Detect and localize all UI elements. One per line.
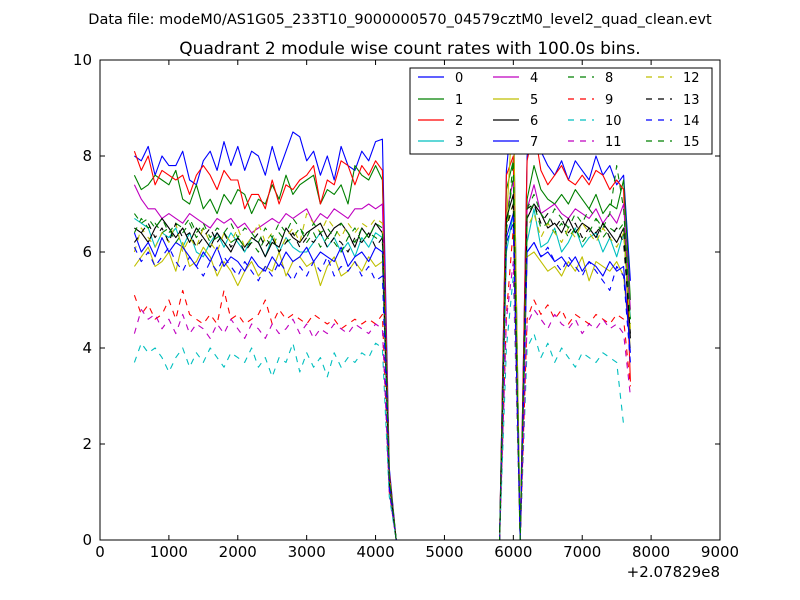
y-tick-label: 10 [73, 51, 92, 69]
x-tick-label: 6000 [494, 543, 532, 561]
series-line-0 [134, 97, 631, 541]
legend-frame [409, 67, 713, 155]
x-offset-label: +2.07829e8 [627, 563, 720, 581]
y-tick-label: 8 [82, 147, 92, 165]
legend-label-5: 5 [530, 93, 538, 108]
legend-label-10: 10 [605, 114, 622, 129]
legend-label-15: 15 [683, 135, 700, 150]
series-line-7 [133, 213, 631, 541]
x-tick-label: 8000 [632, 543, 670, 561]
legend-label-9: 9 [605, 93, 613, 108]
series-line-9 [133, 227, 631, 541]
legend-label-8: 8 [605, 71, 613, 86]
series-line-2 [133, 126, 631, 541]
series-line-14 [133, 222, 631, 541]
legend-label-1: 1 [455, 93, 463, 108]
legend-label-13: 13 [683, 93, 700, 108]
series-line-15 [133, 160, 631, 541]
x-tick-label: 3000 [288, 543, 326, 561]
series-line-4 [133, 179, 631, 541]
x-tick-label: 1000 [150, 543, 188, 561]
legend-label-4: 4 [530, 71, 538, 86]
chart-title: Quadrant 2 module wise count rates with … [179, 39, 640, 59]
legend-label-12: 12 [683, 71, 700, 86]
plot-area [99, 59, 721, 541]
chart-suptitle: Data file: modeM0/AS1G05_233T10_90000005… [88, 12, 712, 28]
legend-label-0: 0 [455, 71, 463, 86]
x-tick-label: 7000 [563, 543, 601, 561]
legend-label-3: 3 [455, 135, 463, 150]
x-tick-label: 9000 [701, 543, 739, 561]
y-tick-label: 4 [82, 339, 92, 357]
axes-frame [99, 59, 721, 541]
series-line-10 [133, 275, 625, 541]
x-tick-label: 5000 [425, 543, 463, 561]
y-tick-label: 6 [82, 243, 92, 261]
legend-label-11: 11 [605, 135, 622, 150]
y-tick-label: 2 [82, 435, 92, 453]
legend-label-6: 6 [530, 114, 538, 129]
legend-label-14: 14 [683, 114, 700, 129]
x-tick-label: 4000 [356, 543, 394, 561]
x-tick-label: 2000 [219, 543, 257, 561]
y-tick-label: 0 [82, 531, 92, 549]
series-line-13 [133, 203, 631, 541]
series-group [133, 97, 631, 541]
legend-label-7: 7 [530, 135, 538, 150]
x-tick-label: 0 [95, 543, 105, 561]
legend-label-2: 2 [455, 114, 463, 129]
x-axis-ticks: 0 1000 2000 3000 4000 5000 6000 7000 8000 9000 [95, 60, 739, 561]
